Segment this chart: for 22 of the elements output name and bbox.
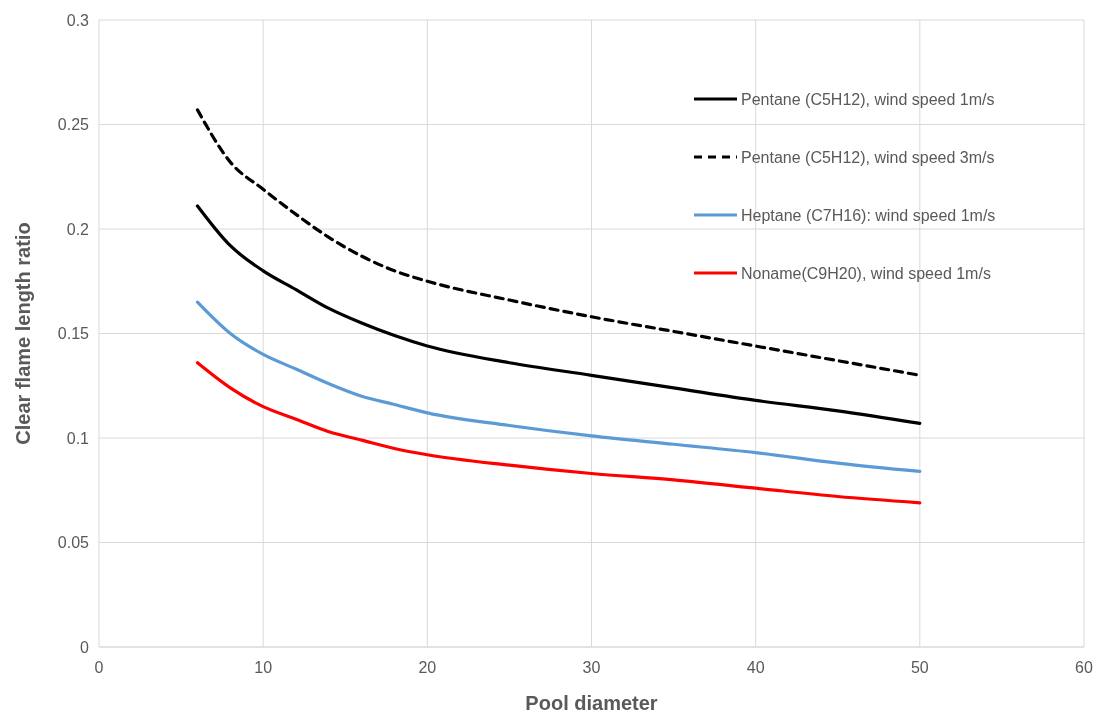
y-tick-label: 0.05 <box>57 534 90 552</box>
line-series <box>195 300 922 474</box>
legend-label: Pentane (C5H12), wind speed 1m/s <box>741 90 995 108</box>
x-tick-label: 60 <box>1075 659 1093 676</box>
y-tick-label: 0.25 <box>57 116 90 134</box>
x-tick-label: 20 <box>418 659 437 676</box>
x-tick-label: 0 <box>94 659 104 676</box>
x-tick-label: 50 <box>910 659 929 676</box>
line-series <box>195 361 922 505</box>
legend-label: Pentane (C5H12), wind speed 3m/s <box>741 148 995 166</box>
y-axis-title: Clear flame length ratio <box>12 222 34 445</box>
x-axis-title: Pool diameter <box>525 692 658 714</box>
y-tick-label: 0.15 <box>57 325 90 343</box>
y-tick-label: 0.2 <box>66 220 90 238</box>
y-tick-label: 0 <box>80 638 90 656</box>
x-tick-label: 40 <box>746 659 765 676</box>
y-tick-label: 0.1 <box>66 429 90 447</box>
x-tick-label: 10 <box>254 659 273 676</box>
x-tick-label: 30 <box>582 659 601 676</box>
legend-label: Heptane (C7H16): wind speed 1m/s <box>741 206 996 224</box>
legend-label: Noname(C9H20), wind speed 1m/s <box>741 264 991 282</box>
y-tick-label: 0.3 <box>66 11 90 29</box>
